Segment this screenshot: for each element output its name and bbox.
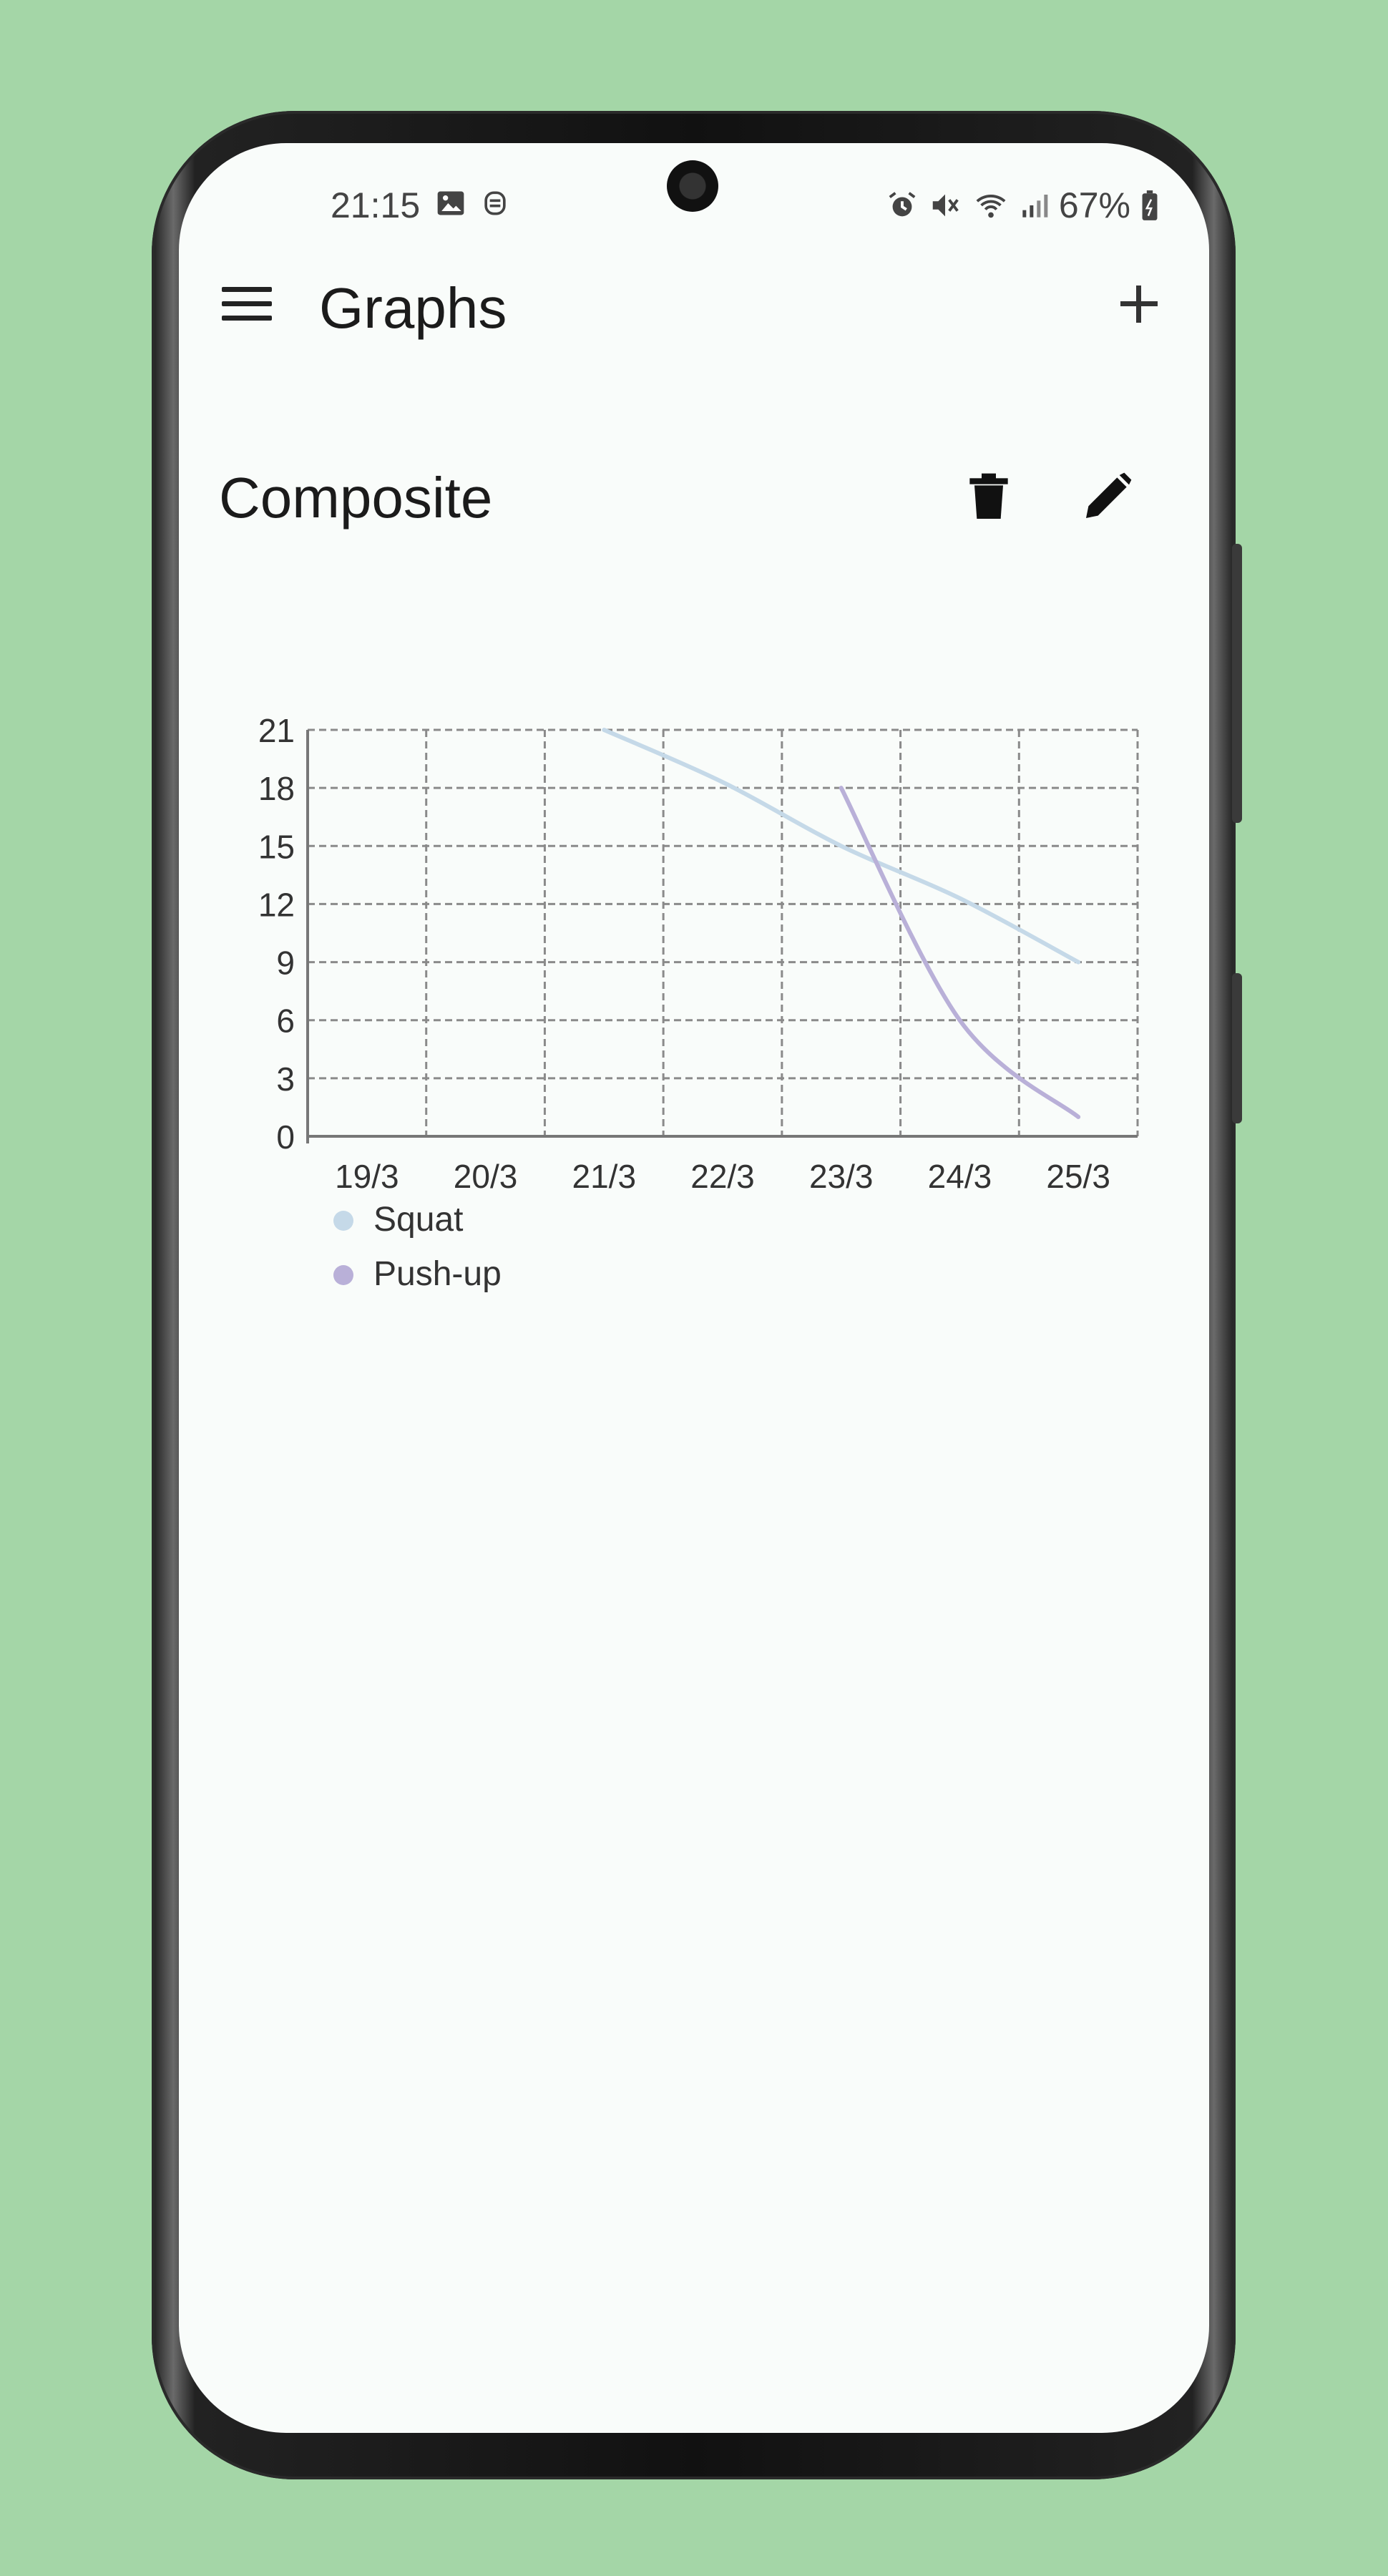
legend-label: Push-up: [373, 1255, 502, 1293]
x-tick-label: 21/3: [572, 1158, 637, 1195]
line-chart: 0 3 6 9 12 15 18 21 19/3 20/3 21/3 22/3 23/3 24/3 25/3…: [258, 712, 1139, 1293]
page-title: Graphs: [319, 276, 507, 340]
alarm-icon: [889, 192, 916, 217]
legend-marker: [333, 1265, 353, 1285]
image-icon: [437, 191, 464, 215]
series-line-squat: [602, 728, 1081, 965]
menu-icon[interactable]: [222, 283, 272, 326]
battery-icon: [1142, 190, 1158, 220]
pencil-icon[interactable]: [1079, 468, 1136, 525]
y-tick-label: 0: [276, 1118, 295, 1156]
y-tick-label: 18: [258, 770, 295, 807]
y-tick-label: 12: [258, 886, 295, 923]
robot-icon: [484, 191, 506, 215]
x-tick-label: 20/3: [454, 1158, 518, 1195]
signal-icon: [1022, 195, 1048, 218]
x-tick-label: 19/3: [335, 1158, 399, 1195]
graph-title: Composite: [219, 466, 493, 530]
legend-label: Squat: [373, 1201, 463, 1239]
x-tick-label: 25/3: [1046, 1158, 1110, 1195]
app-bar: Graphs: [179, 261, 1209, 347]
power-button: [1232, 973, 1242, 1123]
x-tick-label: 24/3: [928, 1158, 992, 1195]
wifi-icon: [976, 195, 1006, 218]
trash-icon[interactable]: [960, 465, 1017, 530]
x-tick-label: 22/3: [690, 1158, 755, 1195]
status-time: 21:15: [331, 185, 421, 225]
status-right: 67%: [886, 185, 1159, 226]
mute-icon: [932, 194, 959, 217]
camera-cutout: [667, 160, 718, 212]
series-line-push-up: [839, 786, 1081, 1119]
add-icon[interactable]: [1112, 277, 1166, 331]
y-tick-label: 9: [276, 945, 295, 982]
y-tick-label: 3: [276, 1060, 295, 1098]
status-bar: 21:15 67%: [179, 185, 1209, 228]
battery-text: 67%: [1058, 185, 1130, 225]
x-tick-label: 23/3: [809, 1158, 874, 1195]
screen: 21:15 67% Graphs Composite 0 3 6 9 12 15 18 21 1…: [179, 143, 1209, 2433]
legend-marker: [333, 1211, 353, 1231]
y-tick-label: 6: [276, 1002, 295, 1040]
y-tick-label: 15: [258, 828, 295, 865]
status-left-icons: [435, 187, 511, 219]
volume-button: [1232, 544, 1242, 823]
y-tick-label: 21: [258, 712, 295, 749]
